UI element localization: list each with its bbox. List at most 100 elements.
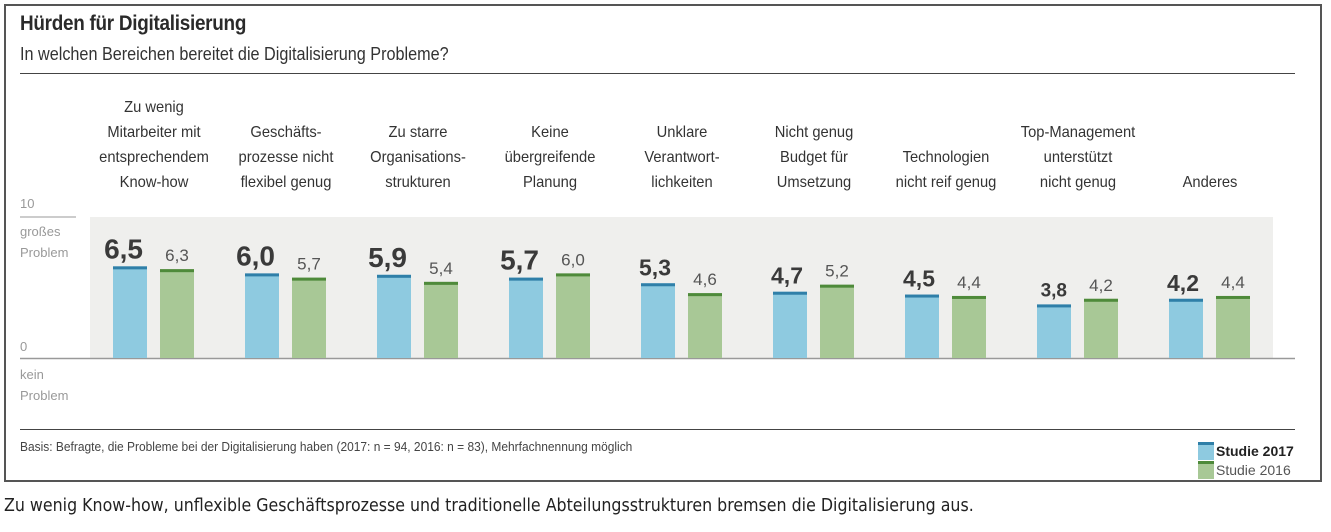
bar-cap-2016	[292, 277, 326, 281]
bar-2017	[1169, 298, 1203, 358]
bar-cap-2017	[773, 291, 807, 295]
bar-cap-2016	[820, 284, 854, 288]
value-label-2016: 6,3	[165, 246, 189, 265]
bar-2016	[424, 281, 458, 358]
bar-cap-2017	[377, 274, 411, 278]
value-label-2017: 6,0	[236, 240, 275, 271]
bar-cap-2016	[688, 293, 722, 297]
value-label-2016: 4,6	[693, 270, 717, 289]
legend-item-2017: Studie 2017	[1198, 441, 1294, 460]
bar-cap-2017	[905, 294, 939, 298]
legend-label-2017: Studie 2017	[1216, 442, 1294, 459]
value-label-2017: 4,5	[903, 266, 935, 292]
bar-2017	[377, 274, 411, 358]
chart-title: Hürden für Digitalisierung	[20, 12, 247, 35]
bar-cap-2016	[556, 273, 590, 277]
category-label: Keine	[530, 124, 569, 141]
bar-2017	[113, 266, 147, 358]
bar-cap-2017	[509, 277, 543, 281]
category-label: Anderes	[1182, 174, 1237, 191]
category-label: nicht reif genug	[895, 174, 996, 191]
value-label-2017: 3,8	[1041, 280, 1067, 301]
bar-2016	[1084, 298, 1118, 358]
category-label: Zu wenig	[123, 99, 184, 116]
value-label-2016: 4,4	[1221, 273, 1245, 292]
category-label: Verantwort-	[643, 149, 720, 166]
legend-swatch-2017	[1198, 441, 1214, 460]
bar-2017	[641, 283, 675, 358]
category-label: Budget für	[779, 149, 848, 166]
value-label-2017: 6,5	[104, 233, 143, 264]
footnote: Basis: Befragte, die Probleme bei der Di…	[20, 439, 633, 454]
bar-cap-2017	[1037, 304, 1071, 308]
bar-cap-2016	[1084, 298, 1118, 302]
category-label: flexibel genug	[240, 174, 331, 191]
category-label: prozesse nicht	[238, 149, 333, 166]
header-divider	[20, 73, 1295, 74]
bar-cap-2016	[424, 281, 458, 285]
value-label-2017: 5,7	[500, 245, 539, 276]
y-axis-min-label-line2: Problem	[20, 388, 69, 403]
category-label: Mitarbeiter mit	[106, 124, 201, 141]
bar-cap-2016	[952, 295, 986, 299]
value-label-2017: 5,9	[368, 242, 407, 273]
category-label: entsprechendem	[98, 149, 209, 166]
bar-2016	[292, 277, 326, 358]
image-caption: Zu wenig Know-how, unflexible Geschäftsp…	[4, 495, 974, 516]
footer-divider	[20, 429, 1295, 430]
bar-2016	[556, 273, 590, 358]
category-label: strukturen	[384, 174, 451, 191]
category-label: Unklare	[656, 124, 707, 141]
legend-label-2016: Studie 2016	[1216, 461, 1291, 478]
category-label: nicht genug	[1039, 174, 1116, 191]
value-label-2017: 5,3	[639, 254, 671, 280]
legend: Studie 2017 Studie 2016	[1198, 441, 1294, 479]
bar-cap-2016	[1216, 295, 1250, 299]
value-label-2017: 4,7	[771, 263, 803, 289]
bar-2017	[1037, 304, 1071, 358]
bar-2016	[688, 293, 722, 358]
bar-cap-2017	[1169, 298, 1203, 302]
bar-2017	[245, 273, 279, 358]
value-label-2016: 5,2	[825, 262, 849, 281]
y-axis-min-value: 0	[20, 339, 28, 354]
bar-2017	[905, 294, 939, 358]
category-label: unterstützt	[1043, 149, 1112, 166]
legend-item-2016: Studie 2016	[1198, 460, 1294, 479]
value-label-2016: 4,2	[1089, 276, 1113, 295]
y-axis-max-label-line1: großes	[20, 224, 61, 239]
category-label: Nicht genug	[774, 124, 853, 141]
bar-2016	[160, 269, 194, 358]
category-label: lichkeiten	[650, 174, 713, 191]
bar-cap-2016	[160, 269, 194, 273]
bar-cap-2017	[245, 273, 279, 277]
bar-cap-2017	[113, 266, 147, 270]
category-label: übergreifende	[504, 149, 595, 166]
y-axis-max-value: 10	[20, 196, 35, 211]
chart-subtitle: In welchen Bereichen bereitet die Digita…	[20, 44, 449, 64]
category-label: Planung	[522, 174, 577, 191]
category-label: Know-how	[119, 174, 188, 191]
bar-2017	[773, 291, 807, 358]
category-label: Umsetzung	[776, 174, 851, 191]
category-label: Organisations-	[369, 149, 466, 166]
y-axis-max-label-line2: Problem	[20, 245, 69, 260]
bar-cap-2017	[641, 283, 675, 287]
bar-chart: 6,5 6,3 6,0 5,7 5,9 5,4 5,7 6,0 5,3 4,6 4,7 5,2 4,5 4…	[20, 216, 1295, 360]
y-axis-min-label-line1: kein	[20, 367, 44, 382]
plot-background	[90, 217, 1273, 358]
value-label-2016: 6,0	[561, 250, 585, 269]
category-label: Technologien	[902, 149, 989, 166]
value-label-2016: 4,4	[957, 273, 981, 292]
category-label: Zu starre	[388, 124, 447, 141]
legend-swatch-2016	[1198, 460, 1214, 479]
bar-2016	[820, 284, 854, 358]
category-label: Geschäfts-	[249, 124, 322, 141]
bar-2016	[952, 295, 986, 358]
value-label-2016: 5,7	[297, 255, 321, 274]
value-label-2016: 5,4	[429, 259, 453, 278]
bar-2016	[1216, 295, 1250, 358]
value-label-2017: 4,2	[1167, 270, 1199, 296]
category-label: Top-Management	[1020, 124, 1135, 141]
bar-2017	[509, 277, 543, 358]
